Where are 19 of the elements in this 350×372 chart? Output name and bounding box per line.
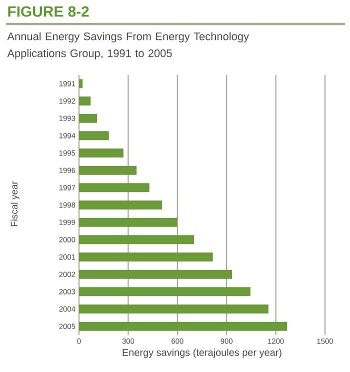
bar	[79, 218, 178, 227]
bar	[79, 114, 98, 123]
x-axis-title: Energy savings (terajoules per year)	[122, 348, 282, 358]
bar	[79, 304, 268, 314]
bar	[79, 252, 213, 262]
chart-subtitle: Annual Energy Savings From Energy Technology Applications Group, 1991 to 2005	[7, 32, 249, 60]
y-axis-title: Fiscal year	[10, 181, 20, 226]
bar	[79, 200, 162, 210]
bar	[79, 166, 137, 175]
bar	[79, 322, 288, 331]
bar	[79, 287, 250, 296]
bar	[79, 235, 194, 244]
chart-title: FIGURE 8-2	[8, 6, 89, 17]
bar	[79, 131, 109, 140]
bar	[79, 79, 83, 88]
bar	[79, 270, 232, 279]
bar	[79, 183, 150, 192]
bar	[79, 96, 91, 106]
bar	[79, 148, 124, 158]
